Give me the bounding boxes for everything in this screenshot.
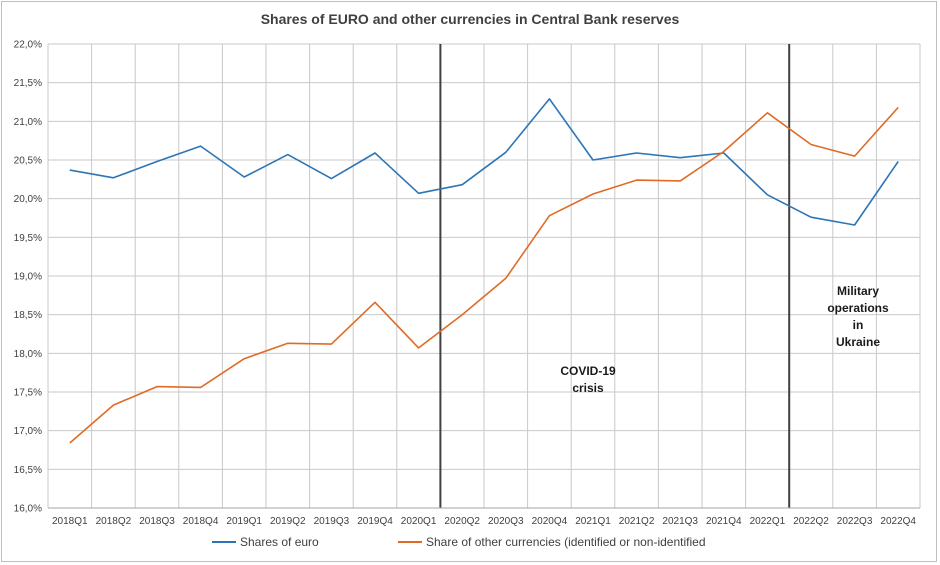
y-tick-label: 18,5% <box>14 310 42 321</box>
legend-entry: Shares of euro <box>240 535 319 549</box>
x-tick-label: 2018Q3 <box>139 516 175 527</box>
event-marker-label: COVID-19 <box>560 364 616 378</box>
y-tick-label: 20,0% <box>14 194 42 205</box>
y-tick-label: 17,0% <box>14 426 42 437</box>
legend: Shares of euro Share of other currencies … <box>212 535 706 549</box>
x-tick-label: 2020Q3 <box>488 516 524 527</box>
x-tick-label: 2018Q4 <box>183 516 219 527</box>
y-tick-label: 16,0% <box>14 504 42 515</box>
y-tick-label: 18,0% <box>14 349 42 360</box>
x-tick-label: 2019Q3 <box>314 516 350 527</box>
x-tick-label: 2019Q1 <box>226 516 262 527</box>
event-markers: COVID-19 crisis Military operations in Ukrain… <box>439 44 889 508</box>
x-tick-label: 2021Q3 <box>662 516 698 527</box>
y-tick-label: 22,0% <box>14 40 42 51</box>
x-tick-label: 2019Q2 <box>270 516 306 527</box>
x-tick-label: 2021Q2 <box>619 516 655 527</box>
chart-title: Shares of EURO and other currencies in C… <box>261 11 680 27</box>
x-tick-label: 2021Q1 <box>575 516 611 527</box>
series-line-other-currencies <box>69 106 899 444</box>
event-marker-label: operations <box>827 301 889 315</box>
x-tick-label: 2022Q3 <box>837 516 873 527</box>
x-tick-label: 2022Q1 <box>750 516 786 527</box>
y-tick-label: 19,0% <box>14 272 42 283</box>
event-marker-label: Ukraine <box>836 335 880 349</box>
x-tick-label: 2021Q4 <box>706 516 742 527</box>
event-marker-label: Military <box>837 284 879 298</box>
x-tick-label: 2022Q2 <box>793 516 829 527</box>
y-tick-label: 21,5% <box>14 78 42 89</box>
x-tick-label: 2019Q4 <box>357 516 393 527</box>
axes: 16,0% 16,5% 17,0% 17,5% 18,0% 18,5% 19,0% 19,5%… <box>14 40 920 527</box>
x-tick-label: 2020Q1 <box>401 516 437 527</box>
series-line-euro <box>69 98 899 226</box>
event-marker-label: crisis <box>572 381 604 395</box>
y-tick-label: 19,5% <box>14 233 42 244</box>
x-tick-label: 2022Q4 <box>880 516 916 527</box>
y-tick-label: 21,0% <box>14 117 42 128</box>
x-tick-label: 2020Q2 <box>444 516 480 527</box>
x-tick-label: 2018Q2 <box>96 516 132 527</box>
x-tick-label: 2018Q1 <box>52 516 88 527</box>
y-tick-label: 16,5% <box>14 465 42 476</box>
event-marker-label: in <box>853 318 864 332</box>
legend-entry: Share of other currencies (identified or… <box>426 535 706 549</box>
x-tick-label: 2020Q4 <box>532 516 568 527</box>
series-lines <box>69 98 899 444</box>
y-tick-label: 17,5% <box>14 388 42 399</box>
y-tick-label: 20,5% <box>14 156 42 167</box>
